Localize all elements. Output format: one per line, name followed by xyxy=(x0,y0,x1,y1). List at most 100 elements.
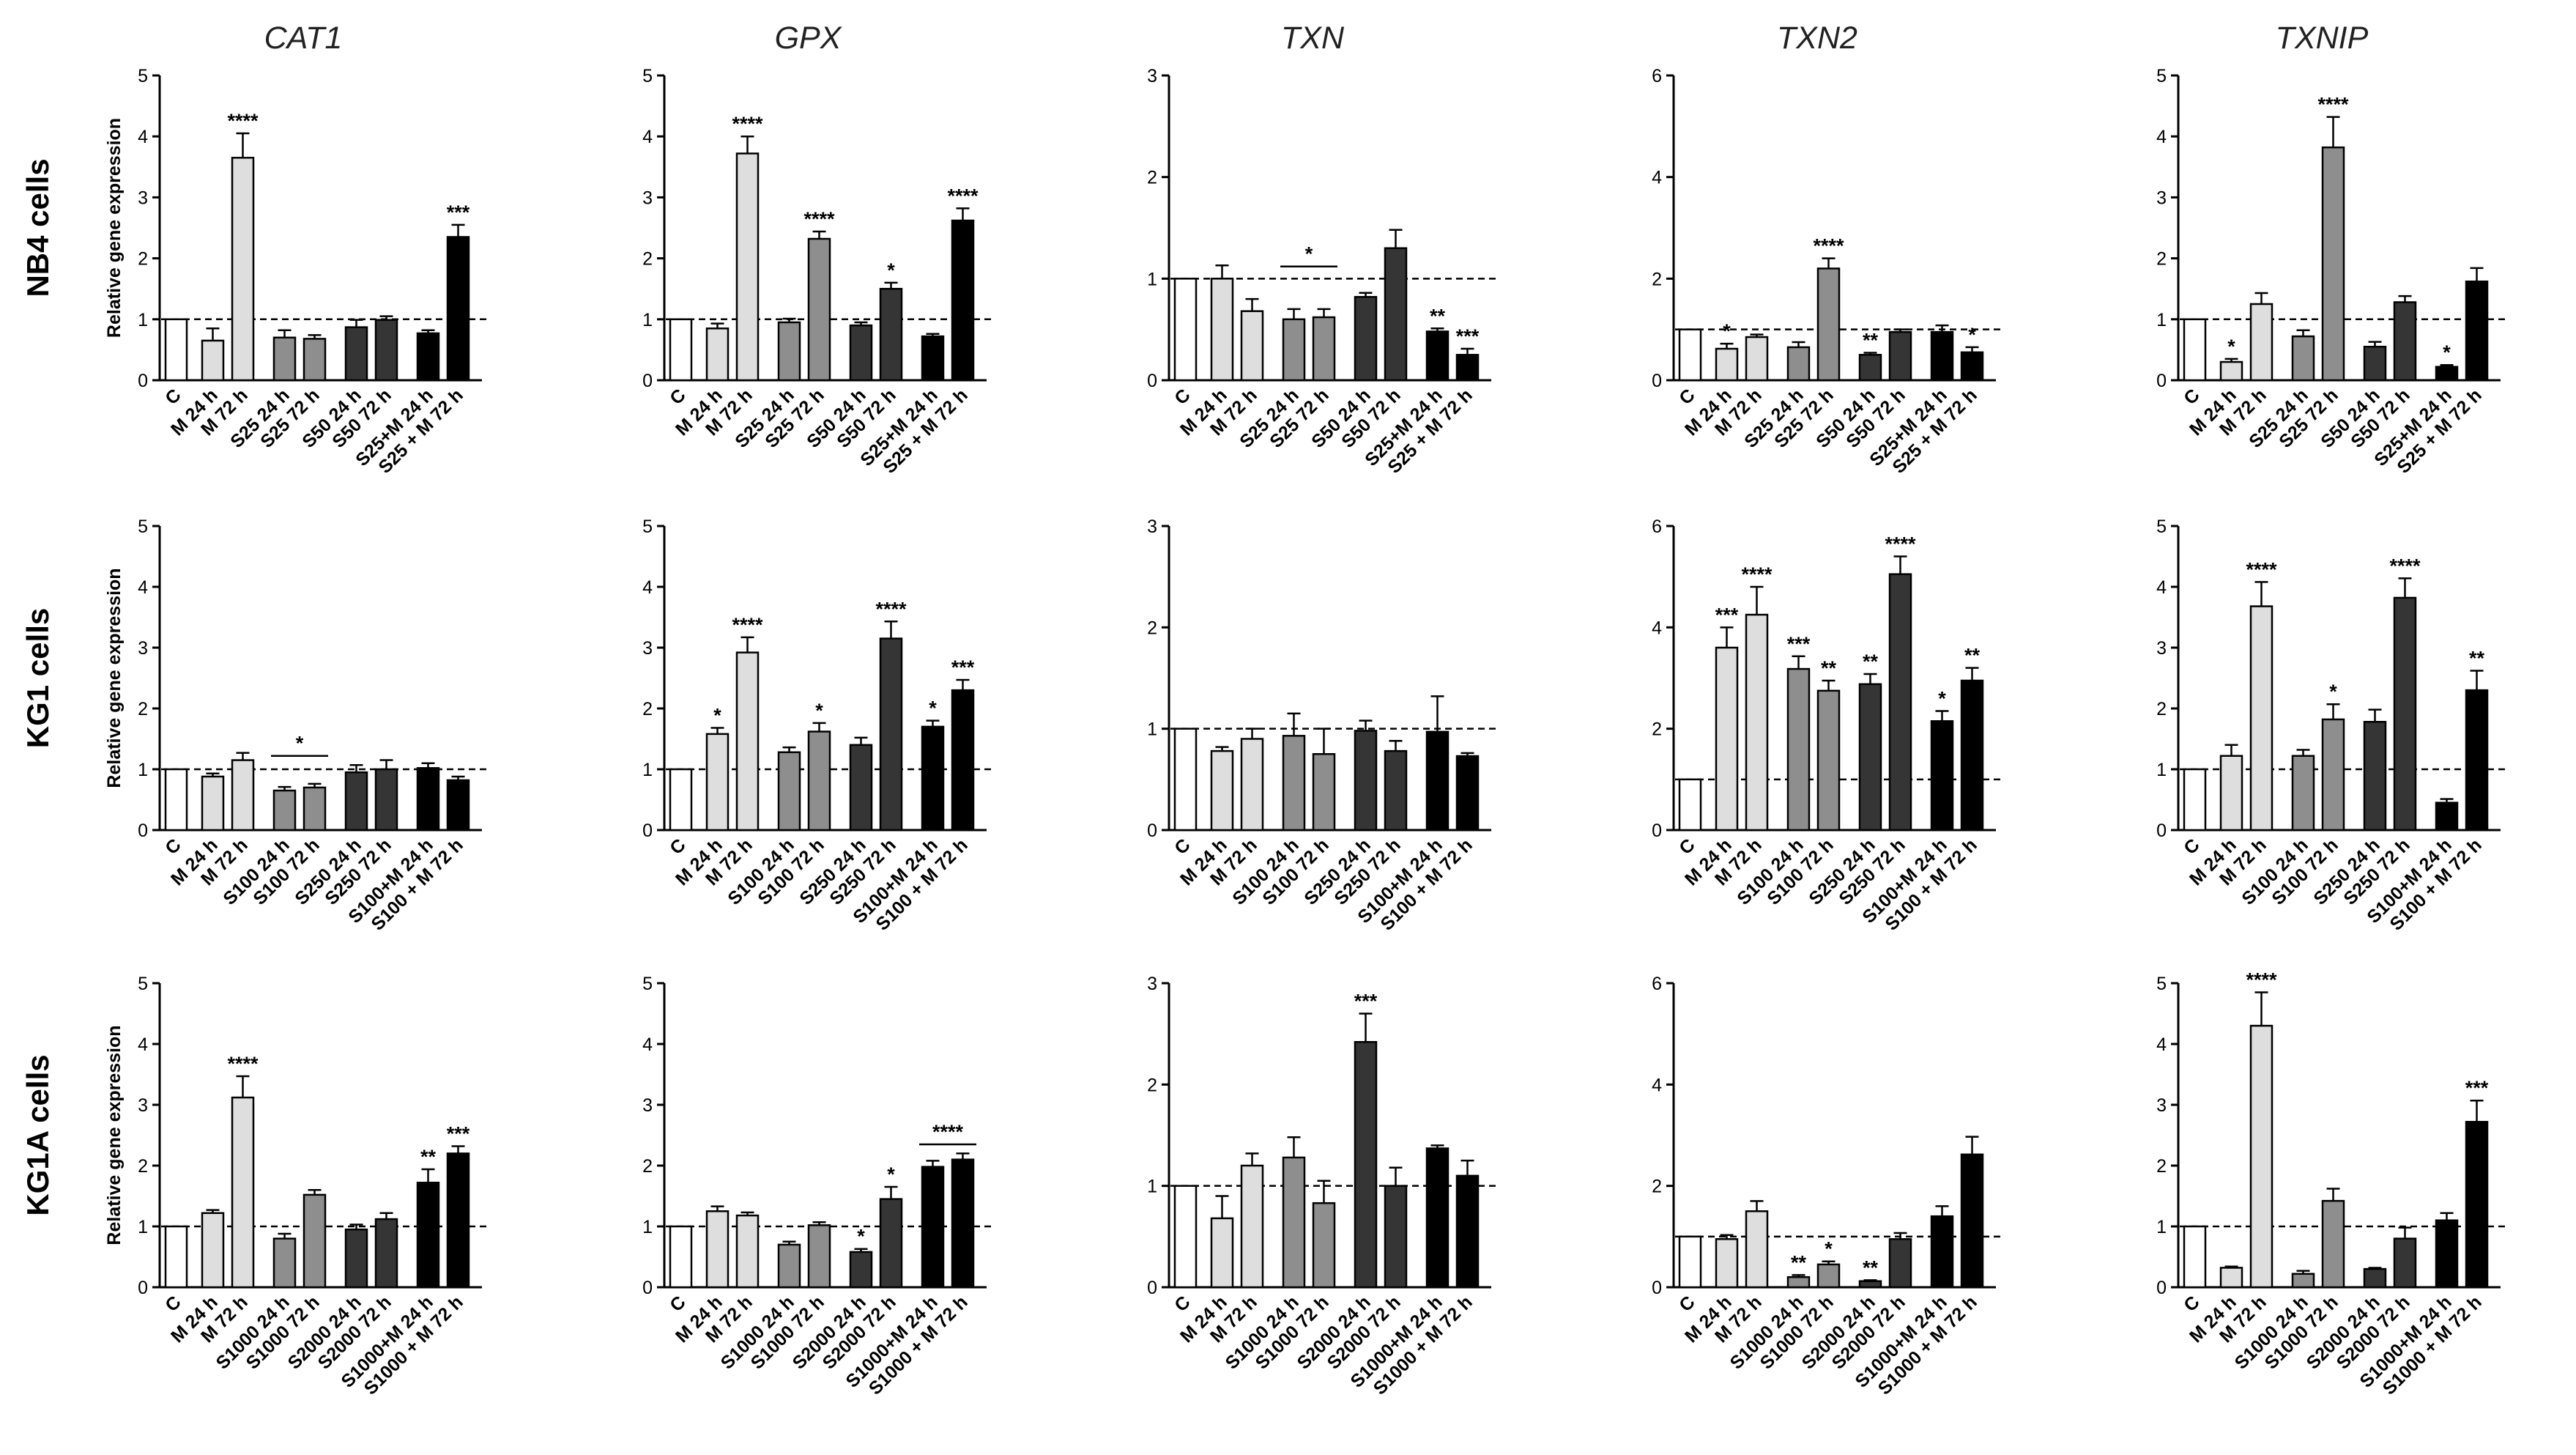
bar-2 xyxy=(2249,303,2274,382)
category-label-0: C xyxy=(1675,385,1699,409)
y-tick-label: 2 xyxy=(642,699,653,719)
bar-1 xyxy=(1210,1217,1234,1289)
bar-5 xyxy=(1858,354,1882,382)
y-tick-label: 0 xyxy=(138,371,148,391)
bar-5 xyxy=(1858,683,1882,832)
bar-6 xyxy=(1888,330,1912,382)
bar-5 xyxy=(2363,1267,2387,1289)
significance-6: * xyxy=(887,1163,895,1185)
bar-4 xyxy=(1816,1263,1841,1289)
y-tick-label: 0 xyxy=(1652,371,1662,391)
bar-6 xyxy=(374,768,398,832)
bar-8 xyxy=(446,779,470,832)
bar-3 xyxy=(2291,1273,2315,1289)
bar-2 xyxy=(735,1214,760,1289)
bar-2 xyxy=(1745,1210,1769,1289)
bar-8 xyxy=(1455,354,1480,382)
y-tick-label: 1 xyxy=(138,310,148,330)
bar-2 xyxy=(231,1096,255,1289)
category-label-0: C xyxy=(161,1292,185,1316)
category-label-0: C xyxy=(1675,834,1699,859)
y-tick-label: 0 xyxy=(2156,1278,2167,1298)
significance-6: **** xyxy=(2389,555,2421,577)
bar-1 xyxy=(1715,646,1739,832)
bracket-label-0: * xyxy=(296,733,304,755)
bar-1 xyxy=(2219,1267,2243,1289)
bar-1 xyxy=(201,1212,225,1289)
category-label-0: C xyxy=(666,385,690,409)
y-tick-label: 4 xyxy=(1652,1075,1662,1095)
row-label-1: KG1 cells xyxy=(21,608,55,748)
category-label-0: C xyxy=(161,834,185,859)
y-tick-label: 3 xyxy=(138,1095,148,1116)
bar-5 xyxy=(344,771,368,832)
y-tick-label: 5 xyxy=(2156,974,2167,994)
significance-8: ** xyxy=(1964,645,1981,667)
significance-6: **** xyxy=(875,598,907,620)
bar-7 xyxy=(1425,330,1450,382)
bar-0 xyxy=(669,318,693,382)
y-tick-label: 5 xyxy=(642,974,653,994)
category-label-0: C xyxy=(666,1292,690,1316)
y-tick-label: 6 xyxy=(1652,66,1662,86)
y-tick-label: 3 xyxy=(1147,517,1157,537)
bar-5 xyxy=(2363,721,2387,832)
significance-8: *** xyxy=(447,1122,470,1144)
bar-6 xyxy=(879,1198,903,1289)
y-tick-label: 1 xyxy=(2156,760,2167,780)
bar-3 xyxy=(1786,1276,1811,1289)
bar-8 xyxy=(2465,689,2489,832)
significance-4: * xyxy=(1825,1238,1833,1260)
bar-0 xyxy=(1173,278,1198,382)
y-tick-label: 3 xyxy=(642,188,653,208)
y-tick-label: 2 xyxy=(1652,719,1662,740)
bar-8 xyxy=(1960,351,1984,382)
y-tick-label: 1 xyxy=(2156,1217,2167,1237)
bar-5 xyxy=(1354,730,1378,832)
bar-6 xyxy=(374,319,398,382)
bar-7 xyxy=(2435,801,2459,832)
y-tick-label: 4 xyxy=(2156,1034,2167,1055)
y-tick-label: 2 xyxy=(642,1156,653,1177)
bar-8 xyxy=(1455,1174,1480,1289)
gene-title-cat1: CAT1 xyxy=(264,21,343,56)
significance-8: *** xyxy=(447,201,470,223)
bar-6 xyxy=(2393,301,2417,382)
y-tick-label: 1 xyxy=(2156,310,2167,330)
y-tick-label: 5 xyxy=(138,517,148,537)
bar-2 xyxy=(2249,605,2274,832)
row-label-0: NB4 cells xyxy=(21,158,55,297)
bar-2 xyxy=(231,759,255,832)
bar-0 xyxy=(164,768,188,832)
bar-6 xyxy=(1888,573,1912,832)
bar-6 xyxy=(2393,596,2417,832)
significance-8: *** xyxy=(2465,1077,2489,1099)
significance-2: **** xyxy=(1741,563,1773,585)
y-tick-label: 4 xyxy=(2156,577,2167,598)
bar-5 xyxy=(1858,1280,1882,1289)
y-tick-label: 5 xyxy=(138,974,148,994)
bar-7 xyxy=(1930,1215,1954,1289)
bar-4 xyxy=(302,786,327,832)
significance-8: *** xyxy=(951,656,975,678)
bar-6 xyxy=(1384,247,1408,382)
y-axis-label-2: Relative gene expression xyxy=(104,1025,125,1245)
bar-1 xyxy=(1210,749,1234,832)
y-tick-label: 0 xyxy=(138,821,148,841)
y-tick-label: 2 xyxy=(1652,1177,1662,1197)
y-tick-label: 1 xyxy=(138,1217,148,1237)
bar-2 xyxy=(1240,1164,1264,1289)
category-label-0: C xyxy=(1170,1292,1195,1316)
bar-4 xyxy=(2321,146,2345,382)
category-label-0: C xyxy=(161,385,185,409)
significance-8: ** xyxy=(2469,648,2485,670)
